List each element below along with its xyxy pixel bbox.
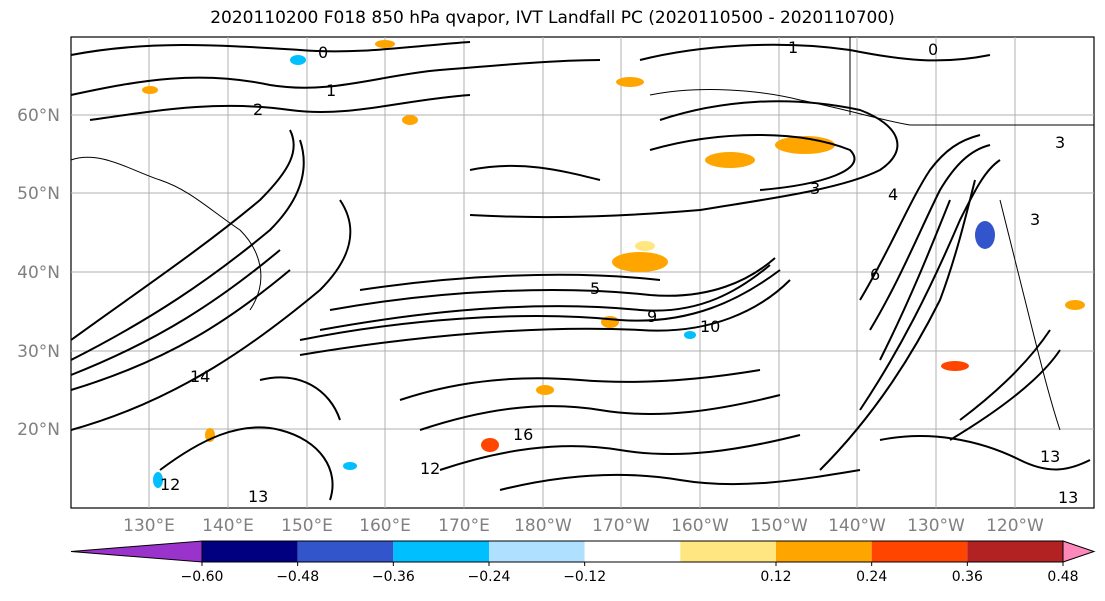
contour-label: 1: [788, 38, 798, 57]
qvapor-anomaly-shading: [142, 40, 1085, 488]
colorbar: −0.60 −0.48 −0.36 −0.24 −0.12 0.12 0.24 0.36 0.4…: [70, 540, 1096, 585]
contour-label: 13: [1040, 447, 1060, 466]
colorbar-segment: [776, 541, 872, 562]
lon-label: 160°E: [359, 516, 411, 536]
colorbar-tick-label: −0.36: [372, 569, 415, 585]
coastlines: [70, 37, 1094, 431]
lon-label: 130°W: [907, 516, 965, 536]
contour-labels: 0 1 2 3 4 5 6 9 10 12 13 14 16 0 1 3 3 1…: [160, 38, 1078, 507]
lon-label: 170°E: [438, 516, 490, 536]
contour-label: 12: [160, 475, 180, 494]
contour-label: 5: [590, 279, 600, 298]
colorbar-segment: [202, 541, 298, 562]
colorbar-segment: [584, 541, 681, 562]
contour-label: 13: [248, 487, 268, 506]
map-title: 2020110200 F018 850 hPa qvapor, IVT Land…: [210, 8, 895, 28]
lon-label: 140°E: [202, 516, 254, 536]
contour-label: 4: [888, 185, 898, 204]
lat-label: 30°N: [17, 342, 60, 362]
colorbar-segment: [393, 541, 489, 562]
colorbar-segment: [967, 541, 1063, 562]
contour-label: 3: [1055, 133, 1065, 152]
contour-label: 10: [700, 317, 720, 336]
contour-label: 13: [1058, 488, 1078, 507]
contour-label: 3: [810, 179, 820, 198]
colorbar-extend-high: [1062, 540, 1096, 563]
colorbar-extend-low: [70, 540, 203, 563]
lon-label: 150°E: [281, 516, 333, 536]
lat-label: 40°N: [17, 263, 60, 283]
lon-label: 160°W: [671, 516, 729, 536]
colorbar-tick-label: −0.48: [276, 569, 319, 585]
lon-label: 150°W: [750, 516, 808, 536]
colorbar-tick-label: −0.12: [563, 569, 606, 585]
longitude-labels: 130°E 140°E 150°E 160°E 170°E 180°W 170°…: [123, 516, 1044, 536]
colorbar-tick-label: 0.48: [1047, 569, 1078, 585]
lat-label: 50°N: [17, 184, 60, 204]
contour-label: 14: [190, 367, 210, 386]
lat-label: 60°N: [17, 106, 60, 126]
latitude-labels: 60°N 50°N 40°N 30°N 20°N: [17, 106, 60, 440]
contour-label: 0: [928, 40, 938, 59]
contour-label: 16: [513, 425, 533, 444]
ivt-contours: [70, 41, 1091, 501]
contour-label: 2: [253, 100, 263, 119]
colorbar-tick-label: −0.60: [181, 569, 224, 585]
colorbar-tick-label: 0.12: [760, 569, 791, 585]
colorbar-tick-label: 0.24: [856, 569, 887, 585]
contour-label: 1: [326, 81, 336, 100]
colorbar-outline: [201, 540, 1064, 563]
colorbar-tick-label: −0.24: [468, 569, 511, 585]
colorbar-tick-label: 0.36: [952, 569, 983, 585]
colorbar-segment: [489, 541, 585, 562]
lon-label: 180°W: [514, 516, 572, 536]
lon-label: 170°W: [592, 516, 650, 536]
contour-label: 12: [420, 459, 440, 478]
lon-label: 120°W: [986, 516, 1044, 536]
contour-label: 3: [1030, 210, 1040, 229]
colorbar-segment: [680, 541, 776, 562]
contour-label: 9: [647, 307, 657, 326]
lat-label: 20°N: [17, 420, 60, 440]
lon-label: 130°E: [123, 516, 175, 536]
contour-label: 0: [318, 43, 328, 62]
colorbar-segment: [297, 541, 394, 562]
contour-label: 6: [870, 265, 880, 284]
colorbar-segment: [871, 541, 968, 562]
lon-label: 140°W: [828, 516, 886, 536]
